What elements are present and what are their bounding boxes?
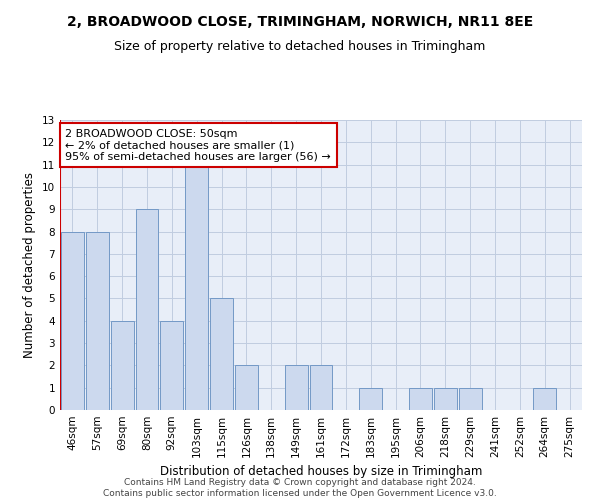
Bar [459, 388, 482, 410]
Bar [136, 209, 158, 410]
Bar [111, 321, 134, 410]
Bar [285, 366, 308, 410]
Bar [160, 321, 183, 410]
Bar [533, 388, 556, 410]
Y-axis label: Number of detached properties: Number of detached properties [23, 172, 37, 358]
Bar [210, 298, 233, 410]
Text: Contains HM Land Registry data © Crown copyright and database right 2024.
Contai: Contains HM Land Registry data © Crown c… [103, 478, 497, 498]
Bar [86, 232, 109, 410]
Bar [235, 366, 258, 410]
Text: Size of property relative to detached houses in Trimingham: Size of property relative to detached ho… [115, 40, 485, 53]
Bar [409, 388, 432, 410]
Bar [310, 366, 332, 410]
Bar [359, 388, 382, 410]
Bar [434, 388, 457, 410]
Text: 2, BROADWOOD CLOSE, TRIMINGHAM, NORWICH, NR11 8EE: 2, BROADWOOD CLOSE, TRIMINGHAM, NORWICH,… [67, 15, 533, 29]
X-axis label: Distribution of detached houses by size in Trimingham: Distribution of detached houses by size … [160, 466, 482, 478]
Bar [185, 164, 208, 410]
Text: 2 BROADWOOD CLOSE: 50sqm
← 2% of detached houses are smaller (1)
95% of semi-det: 2 BROADWOOD CLOSE: 50sqm ← 2% of detache… [65, 128, 331, 162]
Bar [61, 232, 84, 410]
